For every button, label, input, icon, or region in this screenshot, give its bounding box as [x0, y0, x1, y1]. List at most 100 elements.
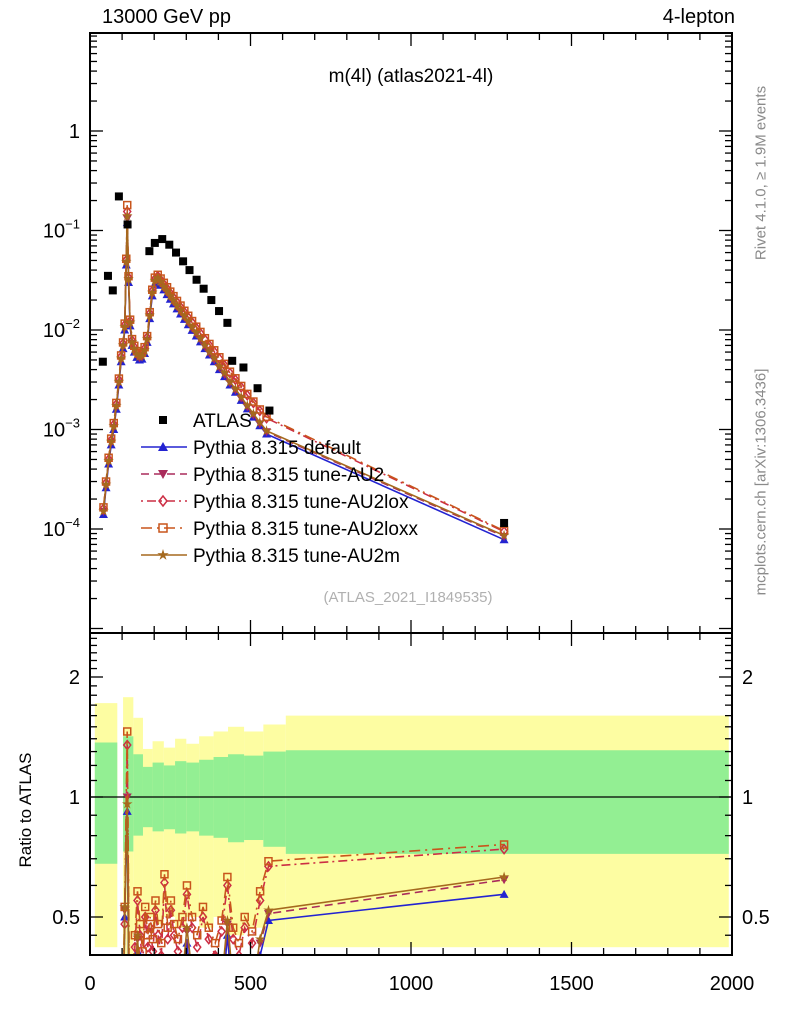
- data-point-triangle-up: [163, 1019, 172, 1024]
- data-point-star: [248, 408, 259, 419]
- data-point-open-square: [126, 961, 133, 968]
- data-point-star: [498, 530, 510, 540]
- data-point-star: [141, 333, 153, 344]
- data-point-open-diamond: [158, 494, 168, 508]
- data-point-open-diamond: [204, 933, 214, 945]
- data-point-open-diamond: [133, 894, 142, 907]
- data-point-star: [168, 295, 179, 305]
- main-y-tick-label: 10−3: [43, 416, 80, 442]
- data-point-star: [199, 339, 211, 350]
- series-line: [122, 731, 505, 955]
- data-point-square: [179, 257, 188, 266]
- data-point-triangle-down: [157, 1020, 166, 1024]
- data-point-triangle-up: [166, 974, 175, 982]
- ratio-y-tick-label: 1: [69, 787, 80, 809]
- data-point-open-square: [148, 934, 158, 944]
- data-point-star: [191, 327, 202, 338]
- data-point-triangle-up: [136, 1013, 145, 1021]
- data-point-star: [169, 989, 179, 999]
- data-point-triangle-down: [166, 961, 175, 969]
- data-point-triangle-down: [178, 980, 187, 988]
- data-point-triangle-up: [263, 915, 273, 924]
- data-point-triangle-up: [198, 979, 207, 987]
- data-point-star: [156, 1012, 167, 1022]
- data-point-open-diamond: [240, 921, 250, 934]
- data-point-star: [158, 281, 170, 292]
- beam-energy-label: 13000 GeV pp: [102, 6, 231, 28]
- data-point-triangle-up: [178, 995, 187, 1003]
- data-point-open-square: [192, 930, 202, 940]
- data-point-open-diamond: [262, 412, 272, 424]
- data-point-star: [219, 367, 230, 378]
- data-point-star: [123, 273, 134, 284]
- data-point-triangle-up: [204, 1013, 213, 1021]
- data-point-triangle-up: [154, 1013, 163, 1021]
- data-point-triangle-up: [130, 1001, 139, 1009]
- data-point-triangle-down: [141, 966, 150, 974]
- data-point-star: [124, 1006, 134, 1016]
- ratio-y-tick-label-right: 1: [742, 787, 753, 809]
- series-ratio-AU2m: [119, 798, 510, 1022]
- data-point-triangle-up: [160, 984, 169, 992]
- data-point-open-diamond: [228, 933, 238, 945]
- data-point-square: [215, 307, 224, 316]
- data-point-open-square: [169, 919, 179, 929]
- data-point-star: [234, 1000, 245, 1010]
- data-point-open-square: [255, 887, 265, 896]
- data-point-triangle-down: [158, 470, 168, 479]
- green-uncertainty-band: [199, 759, 214, 836]
- data-point-star: [131, 348, 143, 359]
- data-point-open-square: [146, 912, 155, 922]
- data-point-square: [253, 384, 262, 393]
- data-point-star: [106, 436, 117, 446]
- data-point-star: [214, 361, 225, 371]
- data-point-square: [192, 275, 201, 284]
- data-point-open-square: [255, 405, 265, 414]
- data-point-square: [239, 363, 248, 372]
- main-y-tick-label: 10−1: [43, 217, 80, 243]
- data-point-open-square: [243, 389, 252, 399]
- main-panel-frame: [89, 32, 733, 634]
- data-point-star: [115, 352, 127, 363]
- data-point-triangle-down: [198, 966, 207, 974]
- data-point-open-square: [236, 381, 246, 391]
- uncertainty-bands: [94, 697, 729, 955]
- data-point-star: [224, 376, 236, 387]
- axis-ticks: [89, 33, 733, 955]
- ratio-y-tick-label: 2: [69, 667, 80, 689]
- data-point-triangle-down: [217, 985, 226, 993]
- data-point-star: [173, 1012, 184, 1022]
- data-point-star: [98, 505, 109, 516]
- data-point-triangle-up: [229, 1001, 238, 1009]
- data-point-open-square: [228, 923, 238, 932]
- green-uncertainty-band: [94, 742, 118, 864]
- data-point-square: [158, 235, 167, 244]
- data-point-triangle-down: [170, 996, 179, 1004]
- data-point-open-diamond: [129, 1013, 136, 1022]
- data-point-star: [139, 344, 150, 355]
- data-point-open-square: [264, 856, 273, 866]
- data-point-open-diamond: [192, 941, 202, 953]
- series-ratio-AU2loxx: [120, 727, 509, 968]
- data-point-open-square: [173, 934, 183, 944]
- data-point-star: [148, 1000, 158, 1010]
- data-point-triangle-up: [158, 442, 168, 451]
- data-point-triangle-down: [173, 1020, 182, 1024]
- data-point-star: [161, 285, 173, 296]
- data-point-open-diamond: [148, 945, 158, 955]
- data-point-open-square: [151, 896, 160, 905]
- data-point-triangle-up: [170, 1013, 179, 1021]
- data-point-open-diamond: [255, 405, 265, 417]
- data-point-star: [242, 400, 253, 410]
- mcplots-credit: mcplots.cern.ch [arXiv:1306.3436]: [752, 368, 770, 596]
- data-point-triangle-up: [188, 990, 197, 998]
- legend-label-series: Pythia 8.315 tune-AU2: [193, 465, 384, 486]
- data-point-open-square: [160, 870, 169, 879]
- data-point-star: [124, 317, 136, 327]
- green-uncertainty-band: [244, 755, 264, 841]
- x-tick-label: 2000: [710, 973, 755, 995]
- yellow-uncertainty-band: [142, 748, 153, 917]
- data-point-star: [153, 989, 164, 999]
- data-point-star: [186, 321, 198, 332]
- data-point-star: [187, 968, 198, 978]
